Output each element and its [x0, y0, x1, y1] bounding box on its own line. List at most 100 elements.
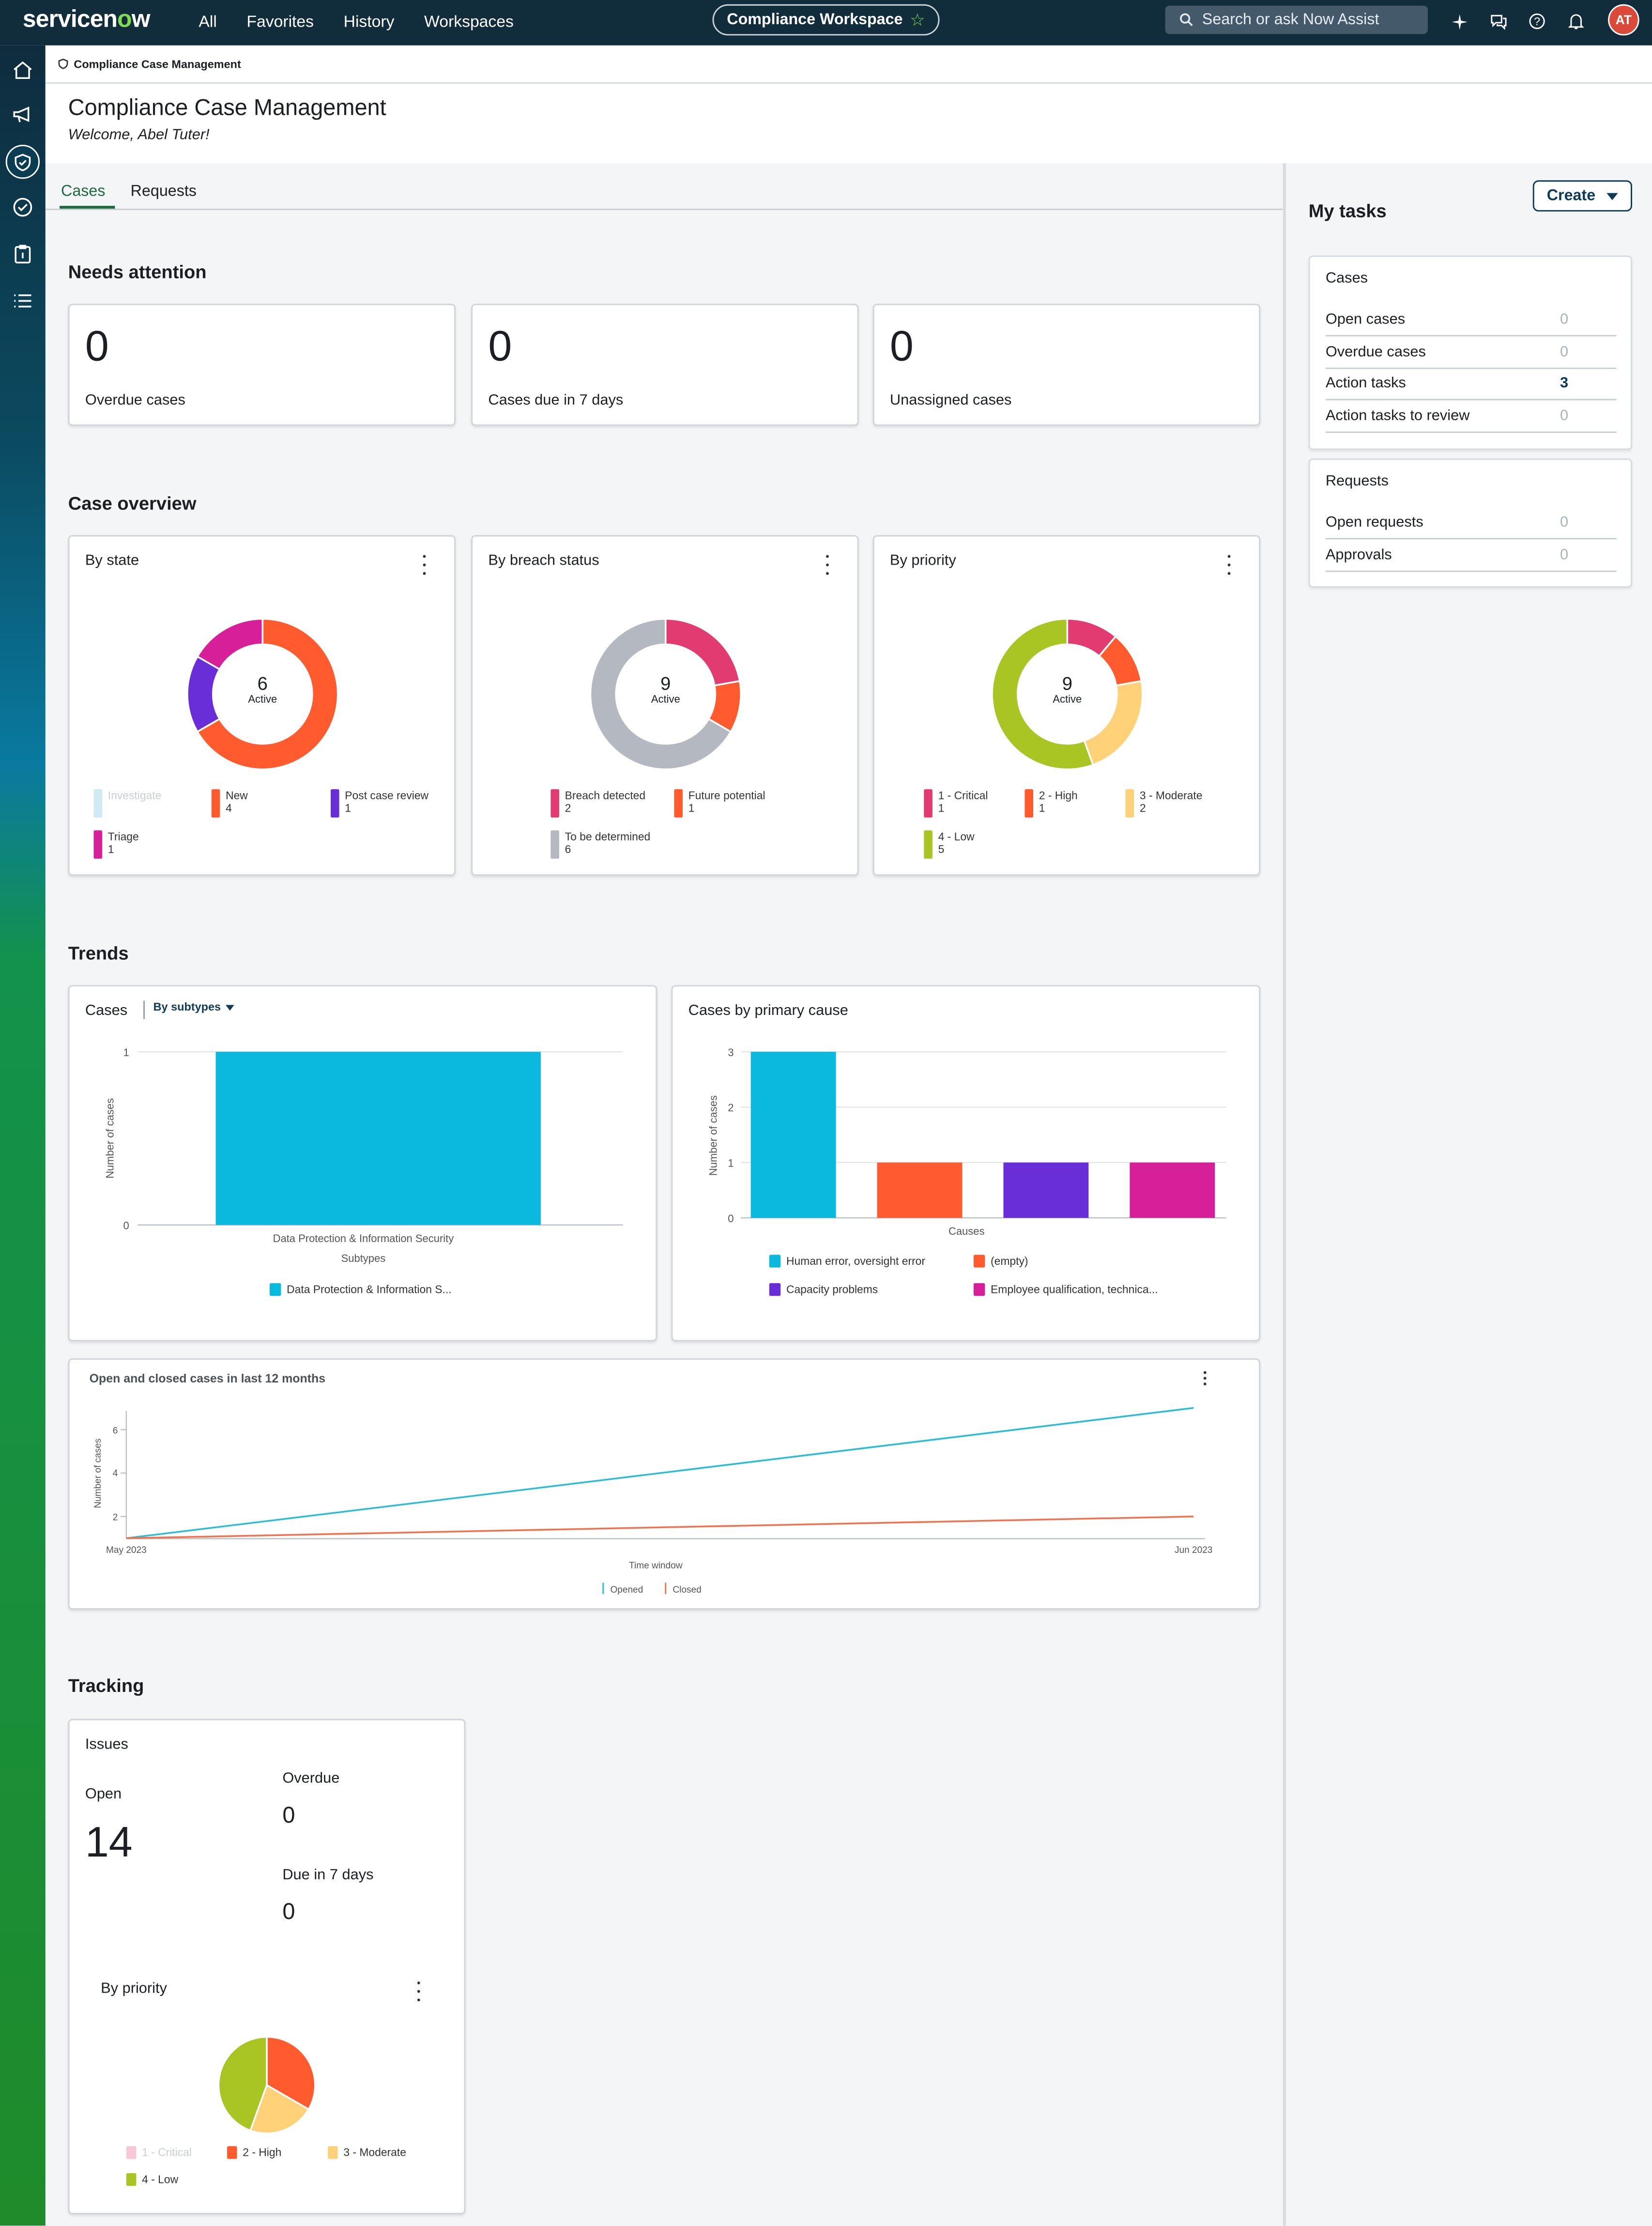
- legend-critical[interactable]: 1 - Critical 1: [924, 789, 988, 818]
- task-row-overdue-cases[interactable]: Overdue cases 0: [1325, 337, 1617, 369]
- task-row-open-cases[interactable]: Open cases 0: [1325, 304, 1617, 337]
- more-options-icon[interactable]: [416, 1981, 422, 2002]
- issues-overdue-value[interactable]: 0: [282, 1804, 295, 1828]
- x-axis-label: Subtypes: [341, 1252, 386, 1264]
- unassigned-cases-card[interactable]: 0 Unassigned cases: [872, 304, 1260, 426]
- now-assist-icon[interactable]: [1446, 9, 1472, 34]
- issues-open-value[interactable]: 14: [85, 1819, 133, 1867]
- user-avatar[interactable]: AT: [1608, 4, 1639, 36]
- issues-due7-value[interactable]: 0: [282, 1901, 295, 1925]
- more-options-icon[interactable]: [1202, 1371, 1208, 1385]
- tab-cases[interactable]: Cases: [61, 183, 106, 200]
- legend-triage[interactable]: Triage 1: [93, 830, 139, 859]
- legend-moderate[interactable]: 3 - Moderate: [328, 2146, 406, 2159]
- y-tick-2: 2: [113, 1512, 118, 1522]
- legend-critical[interactable]: 1 - Critical: [126, 2146, 192, 2159]
- unassigned-cases-count: 0: [889, 323, 914, 371]
- legend-future-potential[interactable]: Future potential 1: [674, 789, 765, 818]
- task-row-open-requests[interactable]: Open requests 0: [1325, 507, 1617, 539]
- legend-post-case-review[interactable]: Post case review 1: [330, 789, 428, 818]
- shield-icon[interactable]: [5, 144, 40, 179]
- legend-high[interactable]: 2 - High: [227, 2146, 281, 2159]
- servicenow-logo[interactable]: servicenow: [22, 5, 151, 33]
- help-icon[interactable]: ?: [1524, 9, 1550, 34]
- my-tasks-title: My tasks: [1308, 200, 1387, 222]
- y-tick-4: 4: [113, 1469, 118, 1479]
- my-requests-card: Requests Open requests 0 Approvals 0: [1308, 458, 1632, 588]
- tracking-title: Tracking: [68, 1674, 144, 1696]
- legend-capacity-problems[interactable]: Capacity problems: [769, 1283, 878, 1296]
- slice-new: [196, 618, 339, 770]
- by-priority-title: By priority: [889, 552, 956, 569]
- task-row-action-tasks[interactable]: Action tasks 3: [1325, 368, 1617, 400]
- my-cases-title: Cases: [1325, 269, 1368, 287]
- bar-3: [1130, 1162, 1215, 1218]
- caret-down-icon: [225, 1004, 234, 1010]
- slice-4-low: [217, 2036, 268, 2132]
- task-row-action-tasks-review[interactable]: Action tasks to review 0: [1325, 400, 1617, 433]
- nav-workspaces[interactable]: Workspaces: [424, 14, 514, 31]
- nav-all[interactable]: All: [199, 14, 217, 31]
- subtype-filter-dropdown[interactable]: By subtypes: [153, 1001, 234, 1013]
- legend-investigate[interactable]: Investigate: [93, 789, 161, 818]
- trends-title: Trends: [68, 942, 129, 964]
- task-row-approvals[interactable]: Approvals 0: [1325, 539, 1617, 572]
- y-tick-2: 2: [728, 1102, 734, 1114]
- legend-high[interactable]: 2 - High 1: [1025, 789, 1078, 818]
- star-icon[interactable]: ☆: [910, 10, 925, 30]
- breadcrumb: Compliance Case Management: [45, 45, 1652, 84]
- megaphone-icon[interactable]: [10, 102, 36, 128]
- due-7-days-card[interactable]: 0 Cases due in 7 days: [471, 304, 859, 426]
- legend-new[interactable]: New 4: [211, 789, 248, 818]
- by-state-center-label: Active: [248, 692, 277, 706]
- y-tick-1: 1: [728, 1157, 734, 1169]
- slice-to-be-determined: [589, 618, 732, 770]
- by-breach-status-card: By breach status 9 Active Breach detecte…: [471, 535, 859, 876]
- case-overview-title: Case overview: [68, 492, 197, 514]
- legend-opened: Opened: [610, 1585, 643, 1595]
- y-tick-1: 1: [123, 1046, 129, 1059]
- workspace-pill[interactable]: Compliance Workspace ☆: [712, 4, 940, 36]
- cases-bar-chart: Number of cases 1 0 Data Protection & In…: [104, 1046, 623, 1264]
- legend-human-error[interactable]: Human error, oversight error: [769, 1255, 925, 1268]
- legend-low[interactable]: 4 - Low: [126, 2173, 178, 2186]
- legend-to-be-determined[interactable]: To be determined 6: [551, 830, 650, 859]
- cases-chart-title: Cases: [85, 1002, 128, 1019]
- slice-4-low: [991, 618, 1094, 770]
- unassigned-cases-label: Unassigned cases: [889, 392, 1012, 409]
- search-input[interactable]: Search or ask Now Assist: [1165, 5, 1428, 34]
- more-options-icon[interactable]: [825, 555, 830, 575]
- more-options-icon[interactable]: [422, 555, 428, 575]
- page-title: Compliance Case Management: [68, 96, 386, 121]
- legend-employee-qualification[interactable]: Employee qualification, technica...: [973, 1283, 1158, 1296]
- legend-moderate[interactable]: 3 - Moderate 2: [1125, 789, 1202, 818]
- create-button[interactable]: Create: [1532, 180, 1632, 212]
- nav-favorites[interactable]: Favorites: [246, 14, 314, 31]
- my-requests-title: Requests: [1325, 473, 1389, 490]
- search-icon: [1180, 13, 1193, 27]
- home-icon[interactable]: [10, 57, 36, 82]
- tab-requests[interactable]: Requests: [130, 183, 197, 200]
- my-tasks-panel: My tasks Create Cases Open cases 0 Overdu…: [1283, 163, 1652, 2226]
- issues-priority-pie: [217, 2036, 316, 2134]
- legend-breach-detected[interactable]: Breach detected 2: [551, 789, 645, 818]
- notifications-bell-icon[interactable]: [1562, 9, 1588, 34]
- overdue-cases-card[interactable]: 0 Overdue cases: [68, 304, 456, 426]
- check-circle-icon[interactable]: [10, 195, 36, 220]
- clipboard-icon[interactable]: [10, 241, 36, 267]
- legend-empty[interactable]: (empty): [973, 1255, 1028, 1268]
- by-breach-title: By breach status: [488, 552, 599, 569]
- legend-low[interactable]: 4 - Low 5: [924, 830, 975, 859]
- nav-history[interactable]: History: [343, 14, 395, 31]
- y-tick-3: 3: [728, 1046, 734, 1059]
- by-state-donut: [186, 618, 339, 770]
- chat-icon[interactable]: [1486, 9, 1512, 34]
- svg-text:?: ?: [1534, 15, 1540, 28]
- by-priority-center: 9 Active: [1025, 674, 1110, 705]
- by-priority-center-value: 9: [1062, 673, 1072, 694]
- breadcrumb-label[interactable]: Compliance Case Management: [74, 57, 241, 71]
- shield-icon: [58, 59, 68, 69]
- more-options-icon[interactable]: [1226, 555, 1232, 575]
- list-icon[interactable]: [10, 288, 36, 314]
- legend-data-protection[interactable]: Data Protection & Information S...: [269, 1283, 452, 1296]
